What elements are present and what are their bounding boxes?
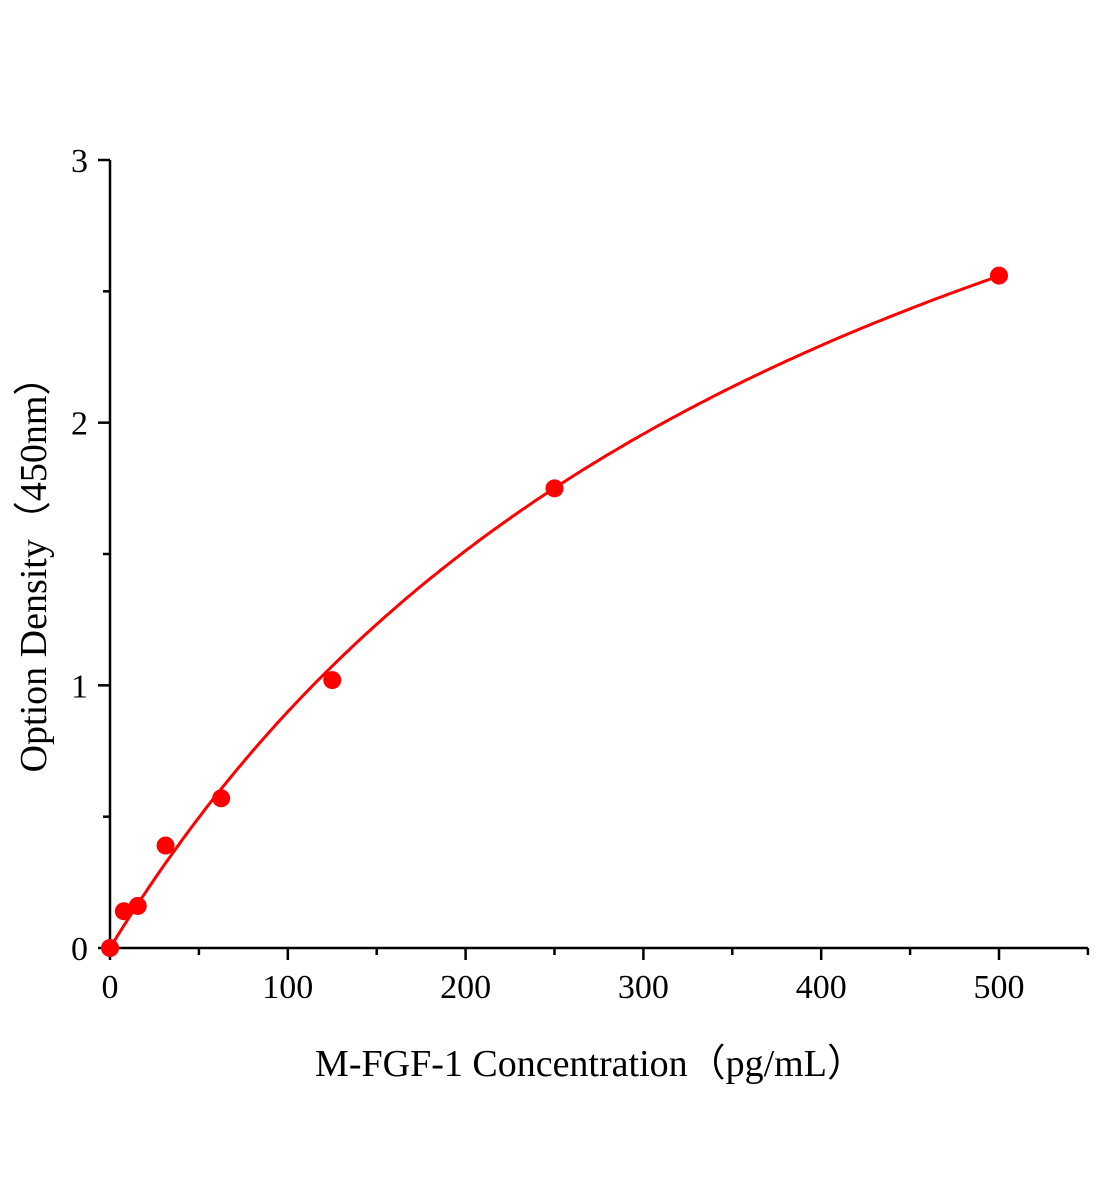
data-point [323,671,342,690]
x-tick-label: 0 [102,969,119,1006]
data-point [545,479,564,498]
x-tick-label: 400 [796,969,847,1006]
y-axis-title: Option Density（450nm） [13,358,55,773]
data-points [101,266,1008,957]
y-tick-label: 3 [71,143,88,180]
x-tick-label: 300 [618,969,669,1006]
y-tick-label: 1 [71,668,88,705]
data-point [101,939,119,957]
data-point [128,896,147,915]
x-axis-title: M-FGF-1 Concentration（pg/mL） [315,1043,865,1085]
data-point [156,836,175,855]
x-tick-label: 100 [262,969,313,1006]
y-tick-label: 0 [71,931,88,968]
y-tick-label: 2 [71,406,88,443]
fit-curve [108,274,1000,949]
axes: 0 100 200 300 400 500 0 1 2 3 [71,143,1090,1006]
data-point [114,902,133,921]
x-tick-label: 200 [440,969,491,1006]
data-point [212,789,231,808]
data-point [990,266,1008,285]
x-tick-label: 500 [974,969,1025,1006]
